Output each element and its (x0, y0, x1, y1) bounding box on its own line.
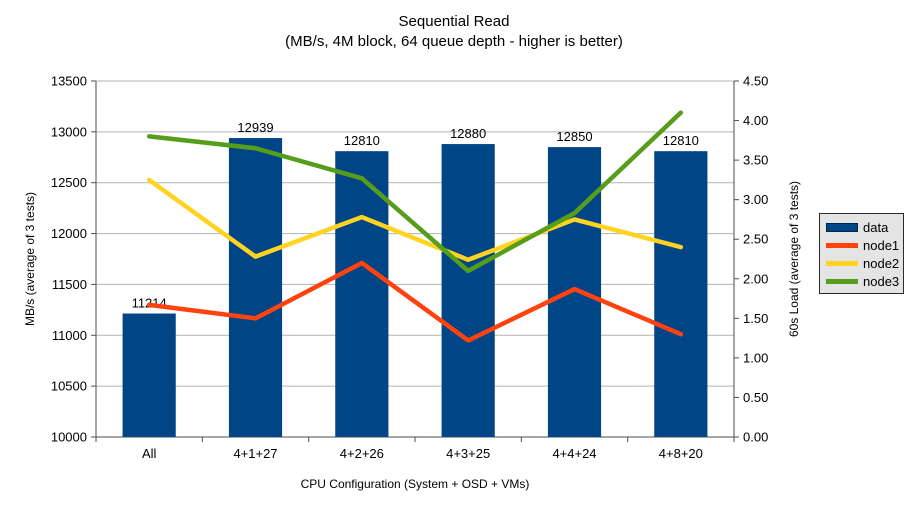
legend-item-node1: node1 (826, 238, 903, 252)
legend-item-node3: node3 (826, 274, 903, 288)
legend-item-node2: node2 (826, 256, 903, 270)
series-line-node3 (146, 110, 684, 274)
legend-swatch-node1 (826, 242, 858, 248)
x-tick-label: 4+8+20 (659, 446, 703, 461)
data-bar (228, 138, 283, 438)
chart-legend: data node1 node2 node3 (819, 213, 904, 294)
data-bar (547, 147, 602, 437)
bar-value-label: 12810 (663, 133, 699, 148)
x-tick-label: 4+4+24 (552, 446, 596, 461)
y-tick-label-right: 1.50 (743, 311, 768, 326)
x-tick-label: 4+1+27 (233, 446, 277, 461)
chart-title-line1: Sequential Read (398, 13, 510, 30)
y-tick-label-left: 12000 (51, 226, 87, 241)
y-tick-label-left: 10500 (51, 379, 87, 394)
legend-swatch-node3 (826, 278, 858, 284)
y-tick-label-left: 11000 (52, 328, 87, 343)
y-tick-label-right: 4.00 (743, 113, 768, 128)
data-bar (441, 144, 495, 437)
x-tick-label: All (142, 446, 157, 461)
legend-label-node1: node1 (863, 237, 900, 253)
x-axis-title: CPU Configuration (System + OSD + VMs) (300, 477, 530, 491)
y-tick-label-right: 0.00 (743, 430, 768, 445)
data-bar (654, 151, 708, 437)
y-tick-label-left: 13500 (51, 74, 87, 89)
chart-title: Sequential Read (MB/s, 4M block, 64 queu… (0, 12, 908, 52)
bar-value-label: 12880 (450, 126, 486, 141)
bar-value-label: 12810 (344, 133, 380, 148)
chart-title-line2: (MB/s, 4M block, 64 queue depth - higher… (285, 33, 623, 50)
x-tick-label: 4+2+26 (340, 446, 384, 461)
legend-label-node2: node2 (863, 255, 900, 271)
y-tick-label-left: 12500 (51, 175, 87, 190)
y-tick-label-right: 3.00 (743, 192, 768, 207)
series-line-node2 (146, 177, 684, 263)
y-tick-label-left: 13000 (51, 124, 87, 139)
legend-label-data: data (863, 219, 889, 235)
legend-label-node3: node3 (863, 273, 900, 289)
x-tick-label: 4+3+25 (446, 446, 490, 461)
legend-swatch-data (826, 222, 858, 232)
series-line-node1 (146, 260, 684, 343)
y-tick-label-right: 3.50 (743, 153, 768, 168)
y-axis-title-right: 60s Load (average of 3 tests) (787, 180, 801, 338)
legend-item-data: data (826, 220, 903, 234)
legend-swatch-node2 (826, 260, 858, 266)
y-tick-label-left: 10000 (51, 430, 87, 445)
data-bar (335, 151, 389, 437)
y-axis-title-left: MB/s (average of 3 tests) (23, 191, 37, 327)
y-tick-label-right: 0.50 (743, 390, 768, 405)
y-tick-label-right: 4.50 (743, 74, 768, 89)
bar-value-label: 12850 (556, 129, 592, 144)
y-tick-label-right: 2.00 (743, 271, 768, 286)
y-tick-label-right: 1.00 (743, 350, 768, 365)
y-tick-label-left: 11500 (52, 277, 87, 292)
y-tick-label-right: 2.50 (743, 232, 768, 247)
bar-value-label: 12939 (237, 120, 273, 135)
data-bar (122, 313, 176, 437)
